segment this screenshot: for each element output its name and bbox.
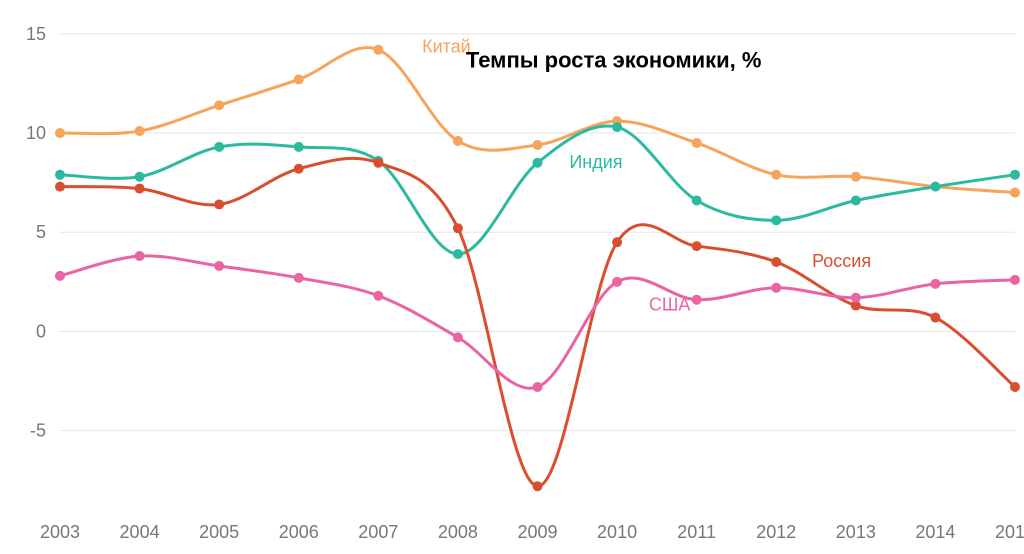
x-tick-label: 2006 <box>279 522 319 542</box>
series-marker-Россия <box>1010 382 1020 392</box>
series-marker-США <box>612 277 622 287</box>
series-marker-Россия <box>373 158 383 168</box>
series-marker-Индия <box>851 195 861 205</box>
series-marker-США <box>692 295 702 305</box>
series-marker-Индия <box>214 142 224 152</box>
series-marker-Россия <box>214 199 224 209</box>
chart-svg: -5 0 5 10 15 2003 2004 2005 2006 2007 2008 2009 2010… <box>0 0 1024 554</box>
series-marker-Россия <box>135 184 145 194</box>
economic-growth-chart: -5 0 5 10 15 2003 2004 2005 2006 2007 2008 2009 2010… <box>0 0 1024 554</box>
series-marker-США <box>1010 275 1020 285</box>
series-marker-Индия <box>135 172 145 182</box>
x-tick-label: 2012 <box>756 522 796 542</box>
x-tick-label: 2014 <box>915 522 955 542</box>
series-marker-Индия <box>453 249 463 259</box>
series-marker-США <box>453 332 463 342</box>
series-marker-Китай <box>214 100 224 110</box>
x-tick-label: 2011 <box>677 522 716 542</box>
series-line-Россия <box>60 158 1015 486</box>
series-marker-Индия <box>692 195 702 205</box>
y-tick-label: 15 <box>26 24 46 44</box>
x-tick-label: 2004 <box>120 522 160 542</box>
series-marker-Китай <box>294 74 304 84</box>
series-label-США: США <box>649 295 691 315</box>
series-marker-Китай <box>373 45 383 55</box>
series-marker-Китай <box>1010 188 1020 198</box>
series-marker-Китай <box>453 136 463 146</box>
series-marker-Россия <box>453 223 463 233</box>
x-tick-label: 2015 <box>995 522 1024 542</box>
series-label-Китай: Китай <box>422 37 471 57</box>
y-tick-label: -5 <box>30 421 46 441</box>
series-marker-США <box>771 283 781 293</box>
series-line-США <box>60 256 1015 388</box>
series-marker-Китай <box>533 140 543 150</box>
series-marker-Китай <box>851 172 861 182</box>
series-marker-Россия <box>294 164 304 174</box>
series-label-Россия: Россия <box>812 251 871 271</box>
x-tick-label: 2003 <box>40 522 80 542</box>
series-marker-Китай <box>55 128 65 138</box>
x-tick-label: 2010 <box>597 522 637 542</box>
series-marker-Россия <box>533 481 543 491</box>
series-marker-Индия <box>533 158 543 168</box>
series-marker-Россия <box>55 182 65 192</box>
y-tick-label: 5 <box>36 222 46 242</box>
y-tick-label: 0 <box>36 321 46 341</box>
chart-title: Темпы роста экономики, % <box>466 48 762 73</box>
x-tick-label: 2005 <box>199 522 239 542</box>
series-marker-США <box>294 273 304 283</box>
series-marker-США <box>373 291 383 301</box>
x-tick-label: 2008 <box>438 522 478 542</box>
series-marker-США <box>930 279 940 289</box>
series-marker-Индия <box>612 122 622 132</box>
x-tick-label: 2013 <box>836 522 876 542</box>
series-marker-США <box>214 261 224 271</box>
series-marker-Китай <box>135 126 145 136</box>
series-marker-США <box>851 293 861 303</box>
series-marker-США <box>533 382 543 392</box>
series-marker-Индия <box>1010 170 1020 180</box>
series-marker-Индия <box>771 215 781 225</box>
series-label-Индия: Индия <box>569 152 622 172</box>
series-marker-Китай <box>692 138 702 148</box>
y-tick-label: 10 <box>26 123 46 143</box>
x-tick-label: 2009 <box>517 522 557 542</box>
series-marker-США <box>55 271 65 281</box>
series-marker-Россия <box>930 313 940 323</box>
series-marker-Индия <box>294 142 304 152</box>
series-marker-Россия <box>612 237 622 247</box>
series-marker-Индия <box>930 182 940 192</box>
series-marker-Россия <box>771 257 781 267</box>
series-marker-Россия <box>692 241 702 251</box>
series-marker-Китай <box>771 170 781 180</box>
x-tick-label: 2007 <box>358 522 398 542</box>
series-marker-Индия <box>55 170 65 180</box>
series-marker-США <box>135 251 145 261</box>
